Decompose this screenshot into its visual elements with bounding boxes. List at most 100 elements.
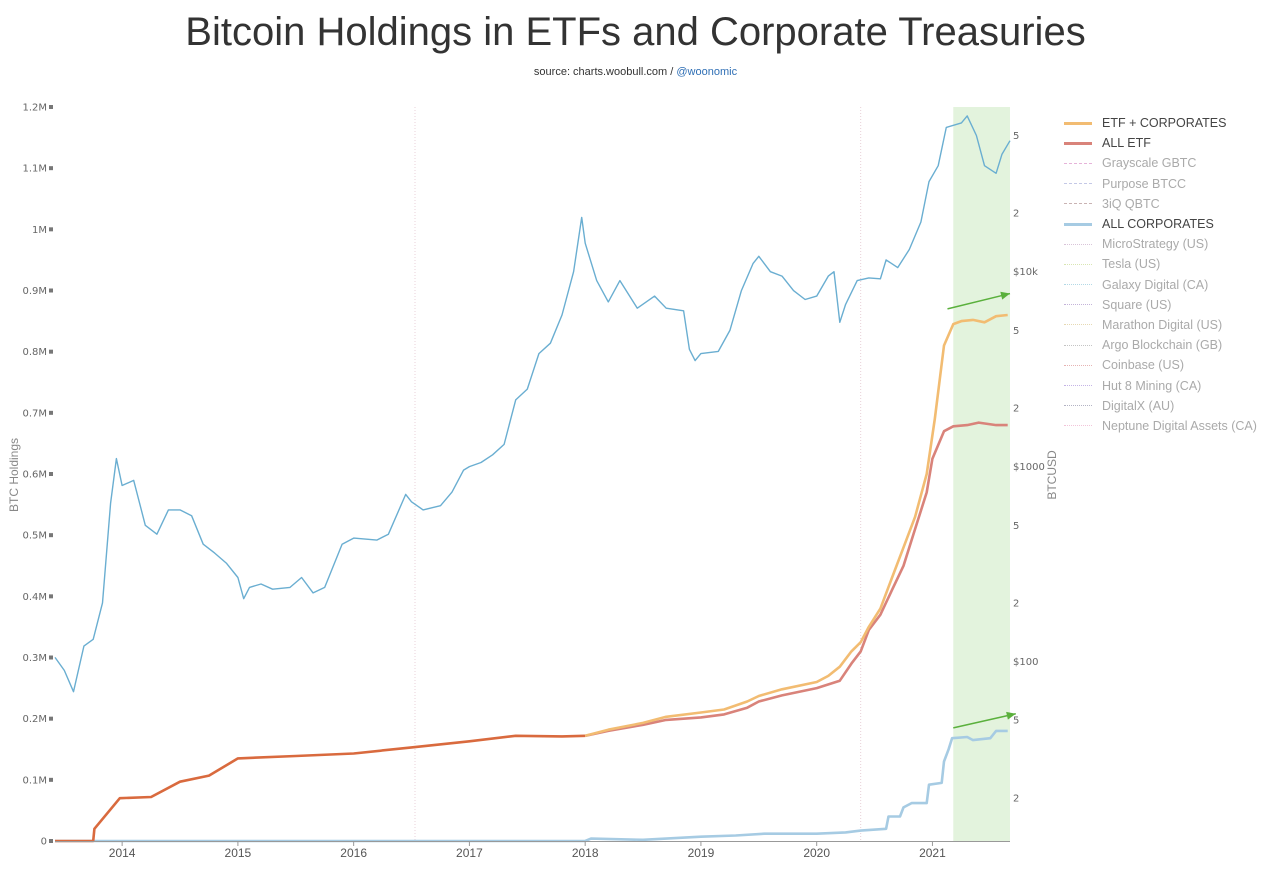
legend-swatch bbox=[1064, 141, 1092, 145]
right-tick-label: $100 bbox=[1013, 657, 1038, 668]
series-line-all-etf bbox=[584, 421, 1008, 738]
left-tick-mark bbox=[49, 655, 53, 660]
left-tick-label: 0.1M bbox=[22, 775, 47, 786]
legend-label: Argo Blockchain (GB) bbox=[1102, 338, 1223, 353]
legend-label: ETF + CORPORATES bbox=[1102, 116, 1227, 131]
axes-layer: 0 0.1M 0.2M 0.3M 0.4M 0.5M 0.6M 0.7M 0.8M 0.9M 1M 1… bbox=[22, 103, 1044, 861]
left-tick-mark bbox=[49, 472, 53, 476]
left-tick-mark bbox=[49, 105, 53, 109]
left-tick-label: 0.9M bbox=[22, 286, 47, 297]
left-tick-label: 0.5M bbox=[22, 531, 47, 542]
legend-swatch bbox=[1064, 183, 1092, 185]
legend-item-square-us[interactable]: Square (US) bbox=[1064, 295, 1264, 315]
right-tick-label: $10k bbox=[1013, 267, 1038, 278]
left-tick-mark bbox=[49, 410, 53, 415]
left-axis-label: BTC Holdings bbox=[7, 438, 21, 512]
legend-swatch bbox=[1064, 121, 1092, 125]
legend-item-coinbase-us[interactable]: Coinbase (US) bbox=[1064, 355, 1264, 375]
legend-item-tesla-us[interactable]: Tesla (US) bbox=[1064, 254, 1264, 274]
trend-arrow-line bbox=[953, 713, 1016, 729]
left-tick-mark bbox=[49, 288, 53, 293]
x-tick-label: 2017 bbox=[456, 846, 483, 860]
trend-arrow-head bbox=[1006, 711, 1016, 720]
highlight-region bbox=[953, 107, 1010, 841]
x-tick-label: 2019 bbox=[688, 846, 715, 860]
legend-label: ALL ETF bbox=[1102, 136, 1151, 151]
left-tick-label: 0.2M bbox=[22, 714, 47, 725]
series-line-all-corporates bbox=[55, 729, 1008, 843]
legend-item-galaxy-digital-ca[interactable]: Galaxy Digital (CA) bbox=[1064, 275, 1264, 295]
x-tick-label: 2020 bbox=[803, 846, 830, 860]
left-tick-label: 0.8M bbox=[22, 347, 47, 358]
twitter-handle-link[interactable]: @woonomic bbox=[676, 66, 738, 78]
legend-item-argo-blockchain-gb[interactable]: Argo Blockchain (GB) bbox=[1064, 335, 1264, 355]
left-tick-label: 0.7M bbox=[22, 408, 47, 419]
legend: ETF + CORPORATES ALL ETF Grayscale GBTC Pur… bbox=[1064, 113, 1264, 436]
x-tick-label: 2016 bbox=[340, 846, 367, 860]
right-tick-label: 2 bbox=[1013, 209, 1019, 220]
legend-swatch bbox=[1064, 344, 1092, 346]
legend-label: Galaxy Digital (CA) bbox=[1102, 277, 1209, 292]
left-tick-mark bbox=[49, 533, 53, 538]
legend-swatch bbox=[1064, 324, 1092, 326]
legend-swatch bbox=[1064, 304, 1092, 306]
x-tick-label: 2015 bbox=[225, 846, 252, 860]
legend-label: Hut 8 Mining (CA) bbox=[1102, 378, 1202, 393]
right-tick-label: 5 bbox=[1013, 326, 1019, 337]
legend-item-all-etf[interactable]: ALL ETF bbox=[1064, 133, 1264, 153]
legend-item-purpose-btcc[interactable]: Purpose BTCC bbox=[1064, 174, 1264, 194]
left-tick-label: 0.4M bbox=[22, 592, 47, 603]
series-layer bbox=[54, 115, 1011, 843]
left-tick-label: 1M bbox=[32, 225, 47, 236]
legend-label: Square (US) bbox=[1102, 297, 1172, 312]
legend-swatch bbox=[1064, 243, 1092, 245]
legend-item-marathon-digital-us[interactable]: Marathon Digital (US) bbox=[1064, 315, 1264, 335]
left-tick-mark bbox=[49, 349, 53, 354]
x-tick-label: 2021 bbox=[919, 846, 946, 860]
x-tick-label: 2014 bbox=[109, 846, 136, 860]
legend-item-microstrategy-us[interactable]: MicroStrategy (US) bbox=[1064, 234, 1264, 254]
right-axis-label: BTCUSD bbox=[1045, 450, 1059, 500]
legend-item-grayscale-gbtc[interactable]: Grayscale GBTC bbox=[1064, 153, 1264, 173]
legend-item-neptune-digital-assets-ca[interactable]: Neptune Digital Assets (CA) bbox=[1064, 416, 1264, 436]
legend-label: 3iQ QBTC bbox=[1102, 196, 1160, 211]
left-tick-mark bbox=[49, 227, 53, 232]
legend-item-all-corporates[interactable]: ALL CORPORATES bbox=[1064, 214, 1264, 234]
legend-label: Purpose BTCC bbox=[1102, 176, 1187, 191]
left-tick-mark bbox=[49, 716, 53, 721]
gridline-layer bbox=[414, 107, 862, 841]
legend-label: Coinbase (US) bbox=[1102, 358, 1184, 373]
left-tick-label: 0 bbox=[41, 837, 47, 848]
legend-label: Marathon Digital (US) bbox=[1102, 317, 1223, 332]
legend-item-3iq-qbtc[interactable]: 3iQ QBTC bbox=[1064, 194, 1264, 214]
legend-swatch bbox=[1064, 425, 1092, 427]
left-tick-mark bbox=[49, 166, 53, 171]
right-tick-label: 5 bbox=[1013, 716, 1019, 727]
left-tick-mark bbox=[49, 594, 53, 599]
legend-swatch bbox=[1064, 162, 1092, 164]
legend-swatch bbox=[1064, 203, 1092, 205]
right-tick-label: 5 bbox=[1013, 521, 1019, 532]
trend-arrow-line bbox=[947, 292, 1011, 310]
right-tick-label: 2 bbox=[1013, 598, 1019, 609]
legend-item-digitalx-au[interactable]: DigitalX (AU) bbox=[1064, 396, 1264, 416]
chart-subtitle: source: charts.woobull.com / @woonomic bbox=[0, 66, 1271, 78]
x-tick-label: 2018 bbox=[572, 846, 599, 860]
annotation-layer bbox=[947, 291, 1016, 729]
left-tick-mark bbox=[49, 777, 53, 782]
left-tick-label: 0.3M bbox=[22, 653, 47, 664]
legend-label: Tesla (US) bbox=[1102, 257, 1161, 272]
legend-item-hut-8-mining-ca[interactable]: Hut 8 Mining (CA) bbox=[1064, 375, 1264, 395]
left-tick-label: 1.2M bbox=[22, 103, 47, 114]
legend-item-etf-corporates[interactable]: ETF + CORPORATES bbox=[1064, 113, 1264, 133]
left-tick-mark bbox=[49, 839, 53, 843]
legend-label: Neptune Digital Assets (CA) bbox=[1102, 418, 1257, 433]
right-tick-label: 5 bbox=[1013, 131, 1019, 142]
legend-swatch bbox=[1064, 385, 1092, 387]
legend-swatch bbox=[1064, 263, 1092, 265]
chart-title: Bitcoin Holdings in ETFs and Corporate T… bbox=[185, 10, 1086, 54]
series-line-etf-corporates-pre-2018 bbox=[55, 734, 586, 843]
legend-swatch bbox=[1064, 222, 1092, 226]
right-tick-label: 2 bbox=[1013, 793, 1019, 804]
